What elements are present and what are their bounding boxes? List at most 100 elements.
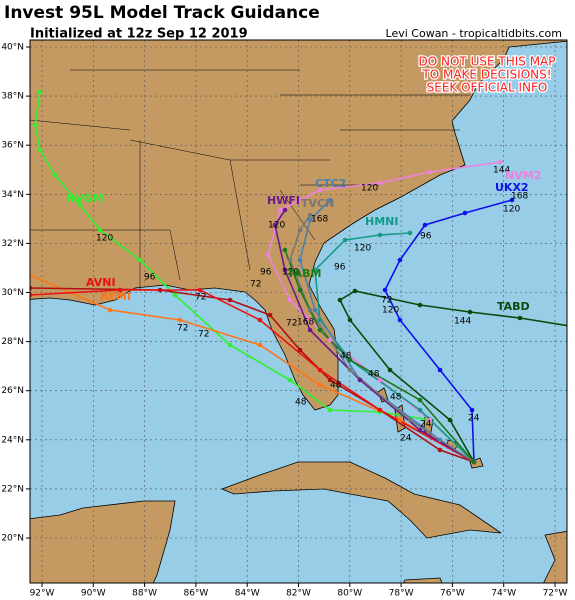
track-point [417, 397, 423, 403]
track-point [37, 89, 43, 95]
track-point [297, 227, 303, 233]
track-label: HWFI [267, 194, 300, 207]
lat-label: 28°N [1, 337, 24, 347]
track-label: TABD [497, 300, 530, 313]
hour-labels: 120 96 72 72 72 48 48 72 72 168 120 96 9… [96, 166, 528, 444]
credit: Levi Cowan - tropicaltidbits.com [386, 27, 562, 40]
map-area: 120 96 72 72 72 48 48 72 72 168 120 96 9… [30, 40, 567, 583]
hour-label: 120 [96, 234, 113, 244]
track-point [282, 207, 288, 213]
hour-label: 48 [330, 381, 342, 391]
track-point [337, 297, 343, 303]
hour-label: 96 [334, 263, 346, 273]
track-point [267, 312, 273, 318]
lon-label: 90°W [81, 589, 106, 599]
hour-label: 120 [354, 244, 371, 254]
track-point [377, 407, 383, 413]
hour-label: 72 [286, 319, 297, 329]
warning-line: SEEK OFFICIAL INFO [427, 81, 548, 95]
hour-label: 72 [250, 280, 261, 290]
track-point [317, 327, 323, 333]
lat-label: 30°N [1, 288, 24, 298]
hour-label: 72 [195, 293, 206, 303]
track-point [417, 427, 423, 433]
track-point [30, 272, 33, 278]
graticule [30, 40, 567, 583]
track-label: NVM2 [505, 169, 541, 182]
track-point [377, 232, 383, 238]
track-point [387, 367, 393, 373]
hour-label: 72 [198, 330, 209, 340]
hour-label: 72 [177, 324, 188, 334]
cuba [220, 461, 502, 539]
track-point [382, 287, 388, 293]
track-point [107, 307, 113, 313]
track-point [422, 222, 428, 228]
warning-line: TO MAKE DECISIONS! [421, 68, 551, 82]
hour-label: 96 [420, 232, 432, 242]
track-point [397, 417, 403, 423]
track-label: AVNI [86, 276, 116, 289]
track-point [352, 288, 358, 294]
track-point [317, 367, 323, 373]
subtitle: Initialized at 12z Sep 12 2019 [30, 27, 248, 42]
tracks [30, 89, 567, 465]
track-point [347, 317, 353, 323]
track-point [312, 307, 318, 313]
lon-label: 72°W [543, 589, 568, 599]
lon-label: 76°W [440, 589, 465, 599]
track-line [338, 290, 567, 463]
lat-label: 40°N [1, 43, 24, 53]
track-point [137, 257, 143, 263]
track-point [287, 297, 293, 303]
track-point [97, 227, 103, 233]
hour-label: 168 [311, 215, 328, 225]
lat-label: 38°N [1, 92, 24, 102]
lon-label: 92°W [30, 589, 55, 599]
track-point [517, 315, 523, 321]
track-line [284, 249, 475, 463]
track-point [297, 257, 303, 263]
track-point [317, 382, 323, 388]
track-point [357, 377, 363, 383]
track-point [437, 367, 443, 373]
lon-label: 82°W [286, 589, 311, 599]
track-point [327, 337, 333, 343]
track-point [307, 307, 313, 313]
lon-label: 80°W [337, 589, 362, 599]
track-point [509, 197, 515, 203]
lat-label: 32°N [1, 239, 24, 249]
title: Invest 95L Model Track Guidance [4, 3, 320, 23]
track-point [272, 222, 278, 228]
track-point [307, 212, 313, 218]
track-point [497, 159, 503, 165]
track-point [437, 447, 443, 453]
track-label: HMNI [365, 215, 398, 228]
lat-label: 36°N [1, 141, 24, 151]
lat-label: 22°N [1, 484, 24, 494]
track-point [157, 287, 163, 293]
track-point [437, 437, 443, 443]
track-point [287, 377, 293, 383]
hour-label: 120 [361, 184, 378, 194]
lat-label: 20°N [1, 534, 24, 544]
hour-label: 120 [382, 306, 399, 316]
hour-label: 96 [260, 268, 272, 278]
lon-label: 86°W [183, 589, 208, 599]
track-point [469, 407, 475, 413]
lon-label: 84°W [235, 589, 260, 599]
track-line [314, 232, 475, 463]
track-point [282, 267, 288, 273]
hour-label: 24 [400, 434, 412, 444]
track-point [307, 217, 313, 223]
track-point [417, 407, 423, 413]
hour-label: 72 [381, 296, 392, 306]
lat-label: 24°N [1, 435, 24, 445]
lat-label: 26°N [1, 386, 24, 396]
hour-label: 120 [282, 268, 299, 278]
lon-label: 78°W [389, 589, 414, 599]
hour-label: 24 [468, 414, 480, 424]
track-point [227, 342, 233, 348]
hispaniola [543, 530, 567, 583]
